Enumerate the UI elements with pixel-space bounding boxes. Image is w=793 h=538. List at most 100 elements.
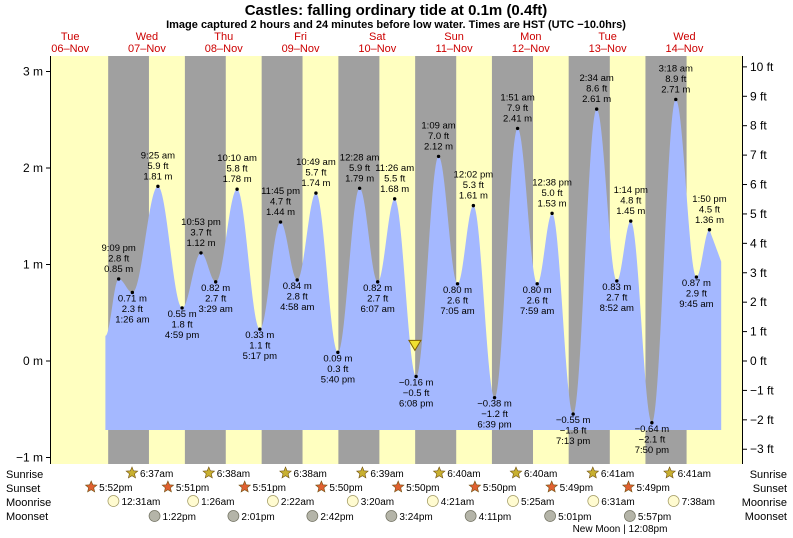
extrema-label: 1.8 ft — [172, 319, 193, 330]
moonrise-time: 5:25am — [521, 497, 554, 508]
extrema-label: 2.8 ft — [287, 291, 308, 302]
day-label-date: 13–Nov — [589, 43, 627, 55]
right-axis-tick-label: −3 ft — [750, 442, 774, 456]
left-axis-meters: −1 m 0 m 1 m 2 m 3 m — [16, 65, 51, 465]
extrema-label: 5.7 ft — [305, 168, 326, 179]
right-axis-tick-label: 7 ft — [750, 148, 767, 162]
sunrise-icon — [202, 466, 216, 479]
extrema-point — [650, 421, 654, 425]
sunrise-time: 6:41am — [601, 469, 634, 480]
sunset-time: 5:49pm — [560, 483, 593, 494]
extrema-label: 1.44 m — [266, 207, 295, 218]
extrema-label: 2.71 m — [661, 84, 690, 95]
extrema-point — [295, 278, 299, 282]
extrema-label: 4:59 pm — [165, 330, 199, 341]
sunset-icon — [621, 480, 635, 493]
moonrise-time: 2:22am — [281, 497, 314, 508]
row-label-moonset-left: Moonset — [6, 511, 48, 523]
extrema-label: 5.5 ft — [384, 173, 405, 184]
day-label-name: Wed — [673, 31, 695, 43]
extrema-point — [180, 306, 184, 310]
extrema-label: 1.68 m — [380, 184, 409, 195]
day-label-date: 09–Nov — [282, 43, 320, 55]
sunset-time: 5:49pm — [636, 483, 669, 494]
left-axis-tick-label: −1 m — [16, 451, 43, 465]
row-label-sunrise-right: Sunrise — [750, 469, 787, 481]
left-axis-tick-label: 2 m — [23, 161, 43, 175]
chart-title: Castles: falling ordinary tide at 0.1m (… — [245, 2, 548, 19]
extrema-label: 4.5 ft — [699, 204, 720, 215]
sunset-icon — [238, 480, 252, 493]
day-label-name: Sat — [369, 31, 386, 43]
sunrise-icon — [586, 466, 600, 479]
extrema-label: −0.64 m — [635, 424, 670, 435]
day-label-name: Thu — [214, 31, 233, 43]
right-axis-tick-label: −1 ft — [750, 383, 774, 397]
right-axis-tick-label: 3 ft — [750, 266, 767, 280]
extrema-label: 4:58 am — [280, 302, 314, 313]
extrema-label: 10:49 am — [296, 157, 336, 168]
extrema-point — [674, 97, 678, 102]
sunset-icon — [545, 480, 559, 493]
sunrise-icon — [509, 466, 523, 479]
right-axis-tick-label: 9 ft — [750, 89, 767, 103]
row-label-moonrise-left: Moonrise — [6, 497, 51, 509]
extrema-label: 9:25 am — [141, 150, 175, 161]
extrema-point — [336, 350, 340, 355]
day-label-name: Mon — [520, 31, 541, 43]
right-axis-feet: −3 ft −2 ft −1 ft 0 ft 1 ft 2 ft 3 ft 4 ft 5 ft 6… — [742, 60, 774, 456]
day-labels: Tue06–NovWed07–NovThu08–NovFri09–NovSat1… — [51, 31, 704, 55]
sunrise-time: 6:41am — [678, 469, 711, 480]
extrema-label: −1.2 ft — [481, 409, 508, 420]
right-axis-tick-label: −2 ft — [750, 413, 774, 427]
extrema-label: 0.84 m — [283, 281, 312, 292]
extrema-label: 1.45 m — [616, 206, 645, 217]
extrema-label: 1.78 m — [223, 174, 252, 185]
extrema-label: 1.61 m — [459, 191, 488, 202]
moonrise-icon — [107, 495, 120, 507]
extrema-label: 0.85 m — [104, 264, 133, 275]
extrema-label: 8.9 ft — [665, 74, 686, 85]
extrema-point — [535, 282, 539, 286]
moonrise-icon — [267, 495, 279, 507]
sunset-time: 5:50pm — [483, 483, 516, 494]
day-label-date: 12–Nov — [512, 43, 550, 55]
extrema-label: 2.6 ft — [447, 295, 468, 306]
extrema-point — [515, 126, 520, 131]
day-label-name: Tue — [598, 31, 617, 43]
extrema-point — [235, 187, 239, 191]
moonset-icon — [148, 510, 161, 522]
moonrise-icon — [346, 495, 359, 507]
sunset-time: 5:50pm — [406, 483, 439, 494]
extrema-point — [571, 412, 575, 416]
extrema-label: 10:10 am — [217, 153, 257, 164]
day-label-date: 11–Nov — [436, 43, 474, 55]
extrema-label: 2.7 ft — [205, 293, 226, 304]
moonset-icon — [464, 510, 477, 522]
day-label-name: Tue — [61, 31, 80, 43]
astronomy-rows: 6:37am 6:38am 6:38am 6:39am 6:40am 6:40am 6:41… — [84, 466, 715, 523]
extrema-point — [615, 279, 619, 283]
extrema-label: 0.82 m — [201, 283, 230, 294]
extrema-point — [550, 211, 554, 216]
extrema-label: 0.3 ft — [327, 364, 348, 375]
extrema-label: 7.9 ft — [507, 103, 528, 114]
extrema-label: 7.0 ft — [428, 131, 449, 142]
sunrise-time: 6:37am — [140, 469, 173, 480]
chart-subtitle: Image captured 2 hours and 24 minutes be… — [166, 19, 626, 31]
extrema-point — [213, 280, 218, 284]
extrema-point — [392, 197, 397, 201]
day-label-date: 10–Nov — [358, 43, 396, 55]
moonset-time: 2:42pm — [320, 512, 353, 523]
extrema-label: 12:28 am — [340, 152, 380, 163]
extrema-label: 0.09 m — [323, 353, 352, 364]
extrema-label: 2.41 m — [503, 113, 532, 124]
right-axis-tick-label: 1 ft — [750, 325, 767, 339]
extrema-label: 1:09 am — [421, 120, 455, 131]
moonset-icon — [624, 510, 636, 522]
extrema-point — [594, 107, 599, 111]
extrema-label: 8:52 am — [600, 303, 634, 314]
extrema-label: 0.71 m — [118, 293, 147, 304]
extrema-point — [156, 184, 160, 189]
sunset-icon — [391, 480, 405, 493]
